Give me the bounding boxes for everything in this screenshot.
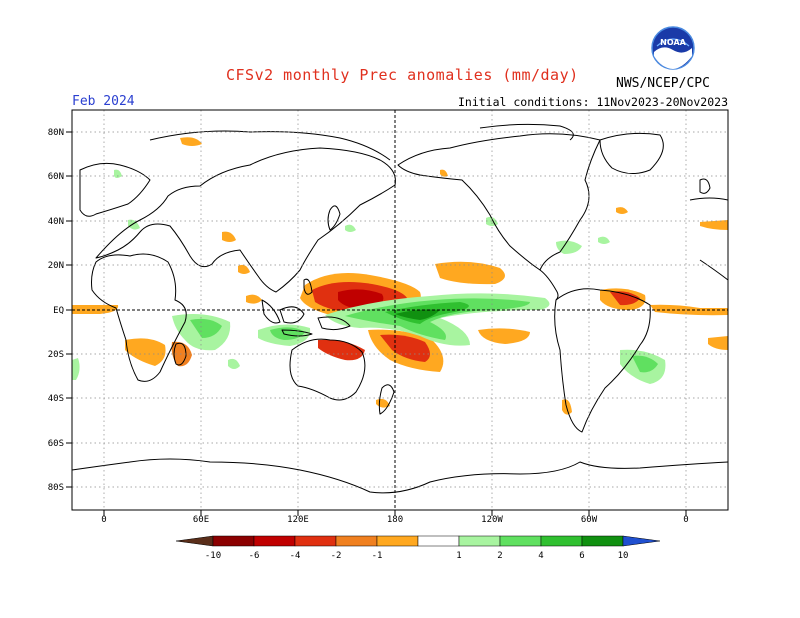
noaa-logo-icon: NOAA	[651, 26, 695, 70]
coastline-greenland	[599, 132, 664, 174]
coastline-eurasia	[95, 147, 396, 293]
dry-anomaly-northwest-america	[440, 169, 448, 177]
coastline-new-guinea	[317, 316, 351, 331]
dry-anomaly-alaska	[180, 137, 202, 146]
wet-anomaly-africa-core	[190, 318, 222, 338]
colorbar-label: -1	[372, 551, 383, 561]
coastline-madagascar	[173, 342, 187, 366]
colorbar-label: 1	[456, 551, 461, 561]
lon-label: 180	[387, 515, 403, 525]
coastline-antarctica	[72, 458, 728, 494]
colorbar: -10 -6 -4 -2 -1 1 2 4 6 10	[175, 535, 661, 561]
colorbar-swatch	[540, 535, 583, 547]
dry-anomaly-east-asia	[222, 231, 236, 242]
dry-anomaly-mediterranean	[700, 220, 728, 230]
logo-text: NOAA	[660, 38, 686, 47]
colorbar-label: 2	[497, 551, 502, 561]
dry-anomaly-africa-south	[125, 338, 166, 366]
wet-anomaly-siberia	[128, 219, 140, 230]
coastline-europe-east	[689, 197, 728, 201]
lat-label: EQ	[53, 306, 64, 316]
colorbar-cap-wet	[622, 535, 661, 547]
lon-label: 120W	[481, 515, 503, 525]
dry-anomaly-madagascar	[171, 341, 192, 367]
colorbar-swatch	[499, 535, 542, 547]
wet-anomaly-arctic	[114, 169, 122, 178]
chart-title-text: CFSv2 monthly Prec anomalies (mm/day)	[226, 66, 579, 84]
lat-label: 80S	[48, 483, 64, 493]
dry-anomaly-indochina	[238, 264, 250, 274]
colorbar-label: 4	[538, 551, 543, 561]
wet-anomaly-equatorial-pacific-mid	[345, 298, 530, 340]
lon-label: 120E	[287, 515, 309, 525]
dry-anomaly-southeast-brazil	[708, 336, 728, 350]
forecast-month: Feb 2024	[72, 94, 135, 109]
graticule	[72, 110, 728, 510]
coastline-indonesia-borneo	[279, 306, 305, 324]
coastline-indonesia-java	[281, 329, 313, 337]
initial-conditions: Initial conditions: 11Nov2023-20Nov2023	[457, 95, 728, 109]
colorbar-swatch	[212, 535, 255, 547]
wet-anomaly-north-pacific	[345, 224, 356, 232]
lat-label: 20N	[48, 261, 64, 271]
tick-marks	[66, 131, 687, 516]
dry-anomaly-south-pacific-core	[380, 334, 430, 362]
coastline-africa	[91, 253, 187, 382]
lon-label: 60E	[193, 515, 209, 525]
colorbar-swatch	[253, 535, 296, 547]
dry-anomaly-equatorial-atlantic	[72, 305, 119, 314]
agency-label: NWS/NCEP/CPC	[616, 76, 710, 91]
wet-anomaly-equatorial-pacific-peak	[395, 309, 440, 320]
dry-anomaly-brazil-core	[610, 291, 640, 306]
wet-anomaly-atlantic-west	[72, 358, 80, 380]
wet-anomaly-central-america	[556, 240, 582, 254]
lat-label: 40S	[48, 394, 64, 404]
colorbar-swatch	[581, 535, 624, 547]
dry-anomaly-central-pacific	[435, 261, 505, 285]
latitude-labels: 80N 60N 40N 20N EQ 20S 40S 60S 80S	[48, 128, 64, 493]
colorbar-label: -10	[205, 551, 221, 561]
dry-anomaly-indian-ocean	[246, 294, 262, 304]
coastline-philippines	[303, 278, 313, 295]
colorbar-swatch	[458, 535, 501, 547]
lat-label: 40N	[48, 217, 64, 227]
lat-label: 60N	[48, 172, 64, 182]
colorbar-label: -6	[249, 551, 260, 561]
coastline-north-america	[397, 133, 601, 271]
wet-anomaly-south-america-core	[632, 355, 658, 373]
coastline-indonesia-sumatra	[261, 299, 281, 324]
coastline-europe	[79, 162, 151, 217]
wet-anomaly-south-indian	[228, 358, 240, 369]
coastline-central-america	[539, 269, 559, 301]
coastline-uk	[699, 178, 711, 194]
coastline-south-america	[554, 288, 651, 433]
colorbar-swatch	[335, 535, 378, 547]
colorbar-label: 6	[579, 551, 584, 561]
coastline-new-zealand	[378, 384, 395, 415]
coastline-japan	[327, 205, 341, 231]
lat-label: 80N	[48, 128, 64, 138]
lon-label: 60W	[581, 515, 598, 525]
colorbar-cap-dry	[175, 535, 214, 547]
dry-anomaly-equatorial-pacific	[478, 328, 530, 344]
colorbar-swatch	[294, 535, 337, 547]
dry-anomaly-layer	[72, 137, 728, 415]
longitude-labels: 0 60E 120E 180 120W 60W 0	[101, 515, 688, 525]
dry-anomaly-north-atlantic	[616, 207, 628, 214]
coastline-africa-east-edge	[699, 259, 728, 281]
colorbar-swatch	[376, 535, 419, 547]
lon-label: 0	[683, 515, 688, 525]
lat-label: 20S	[48, 350, 64, 360]
colorbar-label: -4	[290, 551, 301, 561]
coastline-arctic-islands	[479, 123, 574, 141]
colorbar-label: -2	[331, 551, 342, 561]
lat-label: 60S	[48, 439, 64, 449]
colorbar-label: 10	[618, 551, 629, 561]
wet-anomaly-north-atlantic	[598, 236, 610, 244]
lon-label: 0	[101, 515, 106, 525]
colorbar-swatch	[417, 535, 460, 547]
